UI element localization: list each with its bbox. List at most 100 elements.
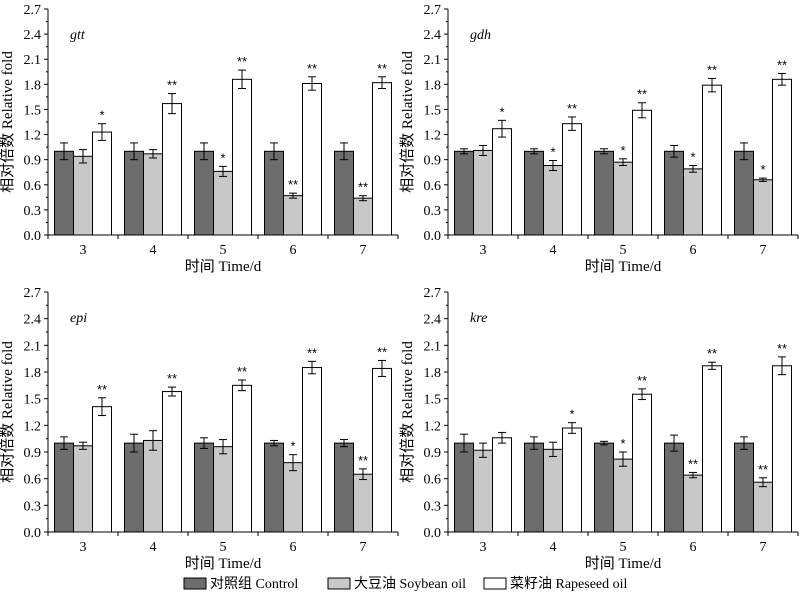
y-tick-label: 1.2 xyxy=(424,129,442,144)
y-tick-label: 1.5 xyxy=(24,103,42,118)
bar-gtt-s2-c3 xyxy=(92,131,112,236)
bar-kre-s0-c6 xyxy=(664,442,684,533)
significance-marker: ** xyxy=(358,453,368,468)
significance-marker: ** xyxy=(637,373,647,388)
x-tick-label: 5 xyxy=(220,540,227,555)
bar-gdh-s2-c6 xyxy=(702,84,722,236)
bar-kre-s0-c4 xyxy=(524,442,544,533)
y-tick-label: 2.1 xyxy=(424,339,442,354)
significance-marker: * xyxy=(290,439,295,454)
bar-epi-s2-c3 xyxy=(92,406,112,533)
y-tick-label: 0.9 xyxy=(24,154,42,169)
bar-kre-s1-c7 xyxy=(753,481,773,533)
y-tick-label: 1.2 xyxy=(424,419,442,434)
significance-marker: ** xyxy=(237,364,247,379)
x-tick-label: 7 xyxy=(760,243,767,258)
bar-kre-s2-c6 xyxy=(702,365,722,533)
bar-gtt-s1-c5 xyxy=(213,170,233,236)
legend-label-soybean: 大豆油 Soybean oil xyxy=(354,576,466,592)
y-tick-label: 2.4 xyxy=(424,313,442,328)
y-tick-label: 2.7 xyxy=(24,286,42,301)
bar-gdh-s2-c3 xyxy=(492,128,512,236)
bar-epi-s1-c3 xyxy=(73,445,93,533)
y-tick-label: 0.3 xyxy=(424,204,442,219)
y-tick-label: 2.4 xyxy=(24,313,42,328)
significance-marker: * xyxy=(620,143,625,158)
x-tick-label: 3 xyxy=(80,243,87,258)
y-tick-label: 1.5 xyxy=(424,103,442,118)
significance-marker: ** xyxy=(707,346,717,361)
x-tick-label: 5 xyxy=(620,243,627,258)
significance-marker: ** xyxy=(288,177,298,192)
bar-epi-s1-c6 xyxy=(283,462,303,533)
x-tick-label: 3 xyxy=(480,540,487,555)
significance-marker: * xyxy=(620,436,625,451)
bar-gtt-s2-c6 xyxy=(302,82,322,236)
x-tick-label: 6 xyxy=(690,540,697,555)
legend-swatch-rapeseed xyxy=(483,577,507,590)
x-axis-title: 时间 Time/d xyxy=(585,258,662,275)
bar-epi-s1-c7 xyxy=(353,473,373,533)
bar-epi-s0-c5 xyxy=(194,442,214,533)
significance-marker: ** xyxy=(167,371,177,386)
gene-label: gdh xyxy=(470,28,491,43)
bar-gdh-s0-c5 xyxy=(594,150,614,236)
significance-marker: ** xyxy=(358,180,368,195)
bar-epi-s2-c4 xyxy=(162,391,182,533)
bar-gdh-s2-c7 xyxy=(772,78,792,236)
legend-label-rapeseed: 菜籽油 Rapeseed oil xyxy=(510,576,628,592)
x-tick-label: 6 xyxy=(290,540,297,555)
x-tick-label: 4 xyxy=(150,540,157,555)
bar-epi-s2-c6 xyxy=(302,367,322,533)
x-tick-label: 7 xyxy=(360,243,367,258)
gene-label: kre xyxy=(470,311,487,326)
y-tick-label: 0.6 xyxy=(424,179,442,194)
y-axis-title: 相对倍数 Relative fold xyxy=(399,341,416,483)
x-tick-label: 7 xyxy=(760,540,767,555)
y-tick-label: 1.5 xyxy=(24,393,42,408)
x-tick-label: 4 xyxy=(550,243,557,258)
bar-epi-s1-c5 xyxy=(213,446,233,533)
significance-marker: ** xyxy=(777,57,787,72)
bar-gdh-s2-c5 xyxy=(632,109,652,236)
significance-marker: * xyxy=(690,150,695,165)
y-tick-label: 0.3 xyxy=(24,204,42,219)
bar-gdh-s2-c4 xyxy=(562,123,582,236)
x-tick-label: 6 xyxy=(690,243,697,258)
significance-marker: ** xyxy=(307,345,317,360)
bar-gtt-s0-c5 xyxy=(194,150,214,236)
y-tick-label: 2.4 xyxy=(424,28,442,43)
bar-epi-s0-c4 xyxy=(124,442,144,533)
chart-panel-gdh: 0.0 0.3 0.6 0.9 1.2 1.5 1.8 2.1 2.4 2.7 相对倍数 Relat… xyxy=(399,3,799,275)
significance-marker: ** xyxy=(637,87,647,102)
bar-kre-s1-c5 xyxy=(613,458,633,533)
chart-panels: 0.0 0.3 0.6 0.9 1.2 1.5 1.8 2.1 2.4 2.7 相对倍数 Relat… xyxy=(0,3,799,572)
y-tick-label: 2.1 xyxy=(24,339,42,354)
y-tick-label: 2.1 xyxy=(24,53,42,68)
x-axis-title: 时间 Time/d xyxy=(185,258,262,275)
bar-gdh-s1-c3 xyxy=(473,149,493,236)
y-tick-label: 0.0 xyxy=(424,526,442,541)
x-axis-title: 时间 Time/d xyxy=(585,555,662,572)
x-axis-title: 时间 Time/d xyxy=(185,555,262,572)
bar-gtt-s0-c7 xyxy=(334,150,354,236)
y-tick-label: 2.7 xyxy=(424,286,442,301)
y-tick-label: 2.4 xyxy=(24,28,42,43)
bar-gtt-s1-c3 xyxy=(73,155,93,236)
significance-marker: * xyxy=(760,162,765,177)
bar-kre-s2-c4 xyxy=(562,427,582,533)
bar-epi-s0-c3 xyxy=(54,442,74,533)
legend-swatch-control xyxy=(183,577,207,590)
bar-kre-s1-c3 xyxy=(473,449,493,533)
significance-marker: ** xyxy=(237,54,247,69)
significance-marker: * xyxy=(220,150,225,165)
y-tick-label: 2.7 xyxy=(424,3,442,18)
bar-epi-s2-c5 xyxy=(232,384,252,533)
y-axis-title: 相对倍数 Relative fold xyxy=(0,341,16,483)
gene-label: gtt xyxy=(70,28,86,43)
bar-kre-s0-c7 xyxy=(734,442,754,533)
y-tick-label: 1.8 xyxy=(24,78,42,93)
bar-kre-s2-c7 xyxy=(772,365,792,533)
bar-gtt-s2-c4 xyxy=(162,103,182,236)
